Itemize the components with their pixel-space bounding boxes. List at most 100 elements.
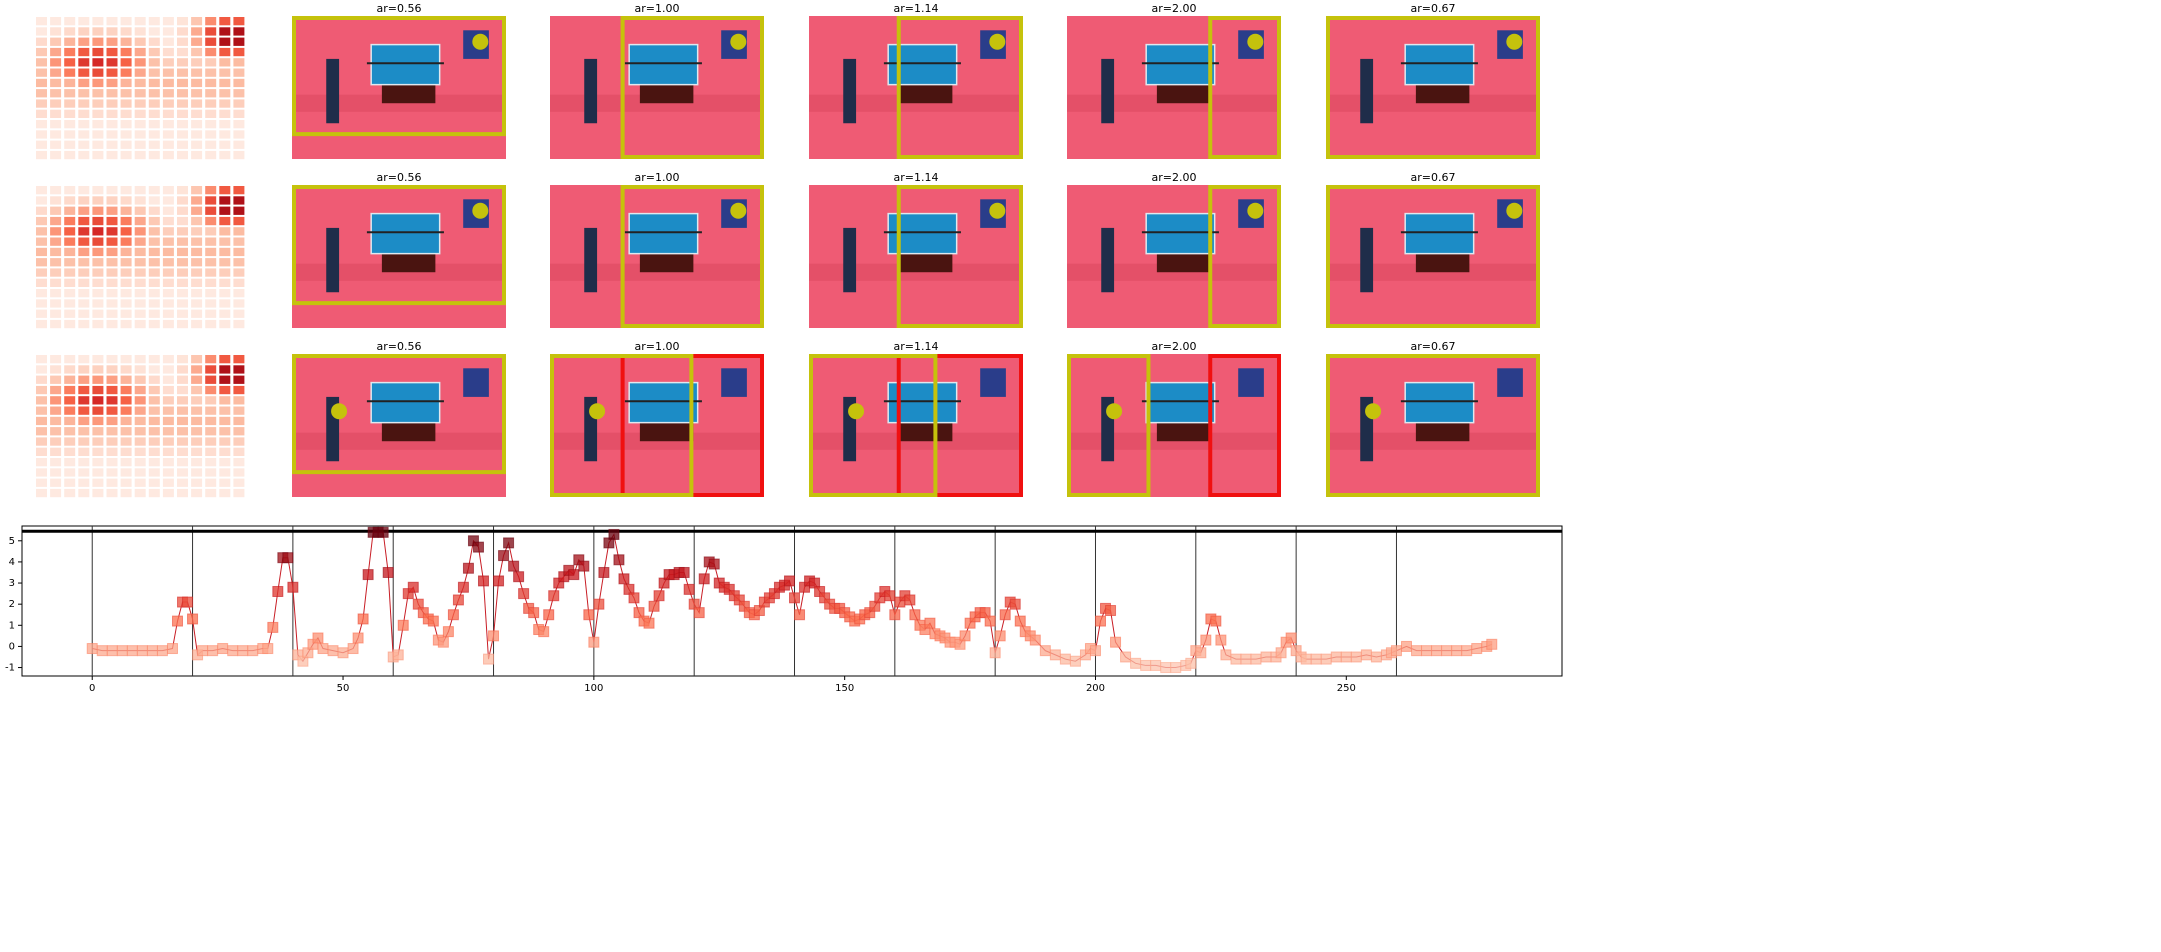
heat-cell [120, 120, 132, 129]
heat-cell [219, 488, 231, 498]
marker-dot [472, 202, 489, 219]
heat-cell [233, 17, 245, 26]
heat-cell [233, 140, 245, 149]
heat-cell [191, 447, 203, 456]
heat-cell [205, 289, 217, 298]
heat-cell [64, 196, 76, 205]
heat-cell [78, 355, 90, 364]
heat-cell [219, 206, 231, 215]
heat-cell [36, 99, 47, 108]
heat-cell [148, 47, 160, 57]
heat-cell [106, 47, 118, 57]
heat-cell [219, 196, 231, 205]
heat-cell [92, 437, 104, 446]
heat-cell [134, 37, 146, 46]
data-point [377, 526, 389, 538]
heat-cell [233, 78, 245, 88]
heat-cell [120, 427, 132, 436]
heat-cell [120, 309, 132, 318]
heat-cell [92, 68, 104, 77]
heat-cell [191, 437, 203, 446]
heat-cell [177, 17, 188, 26]
heat-cell [134, 140, 146, 149]
heat-cell [205, 355, 217, 364]
heat-cell [36, 488, 47, 498]
panel-title: ar=1.00 [635, 2, 680, 15]
heat-cell [50, 237, 62, 246]
data-point [237, 645, 249, 657]
photo-panel [550, 185, 764, 328]
heat-cell [191, 227, 203, 236]
heat-cell [177, 196, 188, 205]
heat-cell [92, 478, 104, 487]
heat-cell [205, 27, 217, 36]
heat-cell [120, 437, 132, 446]
heat-cell [233, 196, 245, 205]
data-point [488, 630, 500, 642]
data-point [282, 552, 294, 564]
heat-cell [64, 120, 76, 129]
heat-cell [162, 68, 174, 77]
data-point [126, 645, 138, 657]
heat-cell [162, 437, 174, 446]
heat-cell [120, 396, 132, 405]
heat-cell [106, 216, 118, 226]
heat-cell [36, 299, 47, 308]
heat-cell [191, 385, 203, 395]
heat-cell [106, 140, 118, 149]
heat-cell [120, 37, 132, 46]
heat-cell [36, 458, 47, 467]
heat-cell [50, 78, 62, 88]
heat-cell [78, 120, 90, 129]
heat-cell [233, 488, 245, 498]
heat-cell [205, 206, 217, 215]
heat-cell [106, 299, 118, 308]
heat-cell [50, 488, 62, 498]
crop-box [1326, 16, 1540, 159]
heat-cell [191, 247, 203, 257]
heat-cell [92, 406, 104, 415]
heat-cell [177, 488, 188, 498]
heat-cell [205, 385, 217, 395]
heat-cell [106, 319, 118, 329]
heat-cell [106, 355, 118, 364]
heat-cell [219, 258, 231, 267]
heat-cell [219, 17, 231, 26]
heat-cell [106, 309, 118, 318]
table-base [639, 421, 694, 442]
heat-cell [219, 68, 231, 77]
heat-cell [120, 227, 132, 236]
table-base [381, 83, 436, 104]
marker-dot [1365, 403, 1382, 420]
data-point [447, 609, 459, 621]
data-point [442, 626, 454, 638]
heat-cell [50, 478, 62, 487]
heat-cell [191, 488, 203, 498]
heat-cell [120, 140, 132, 149]
heat-cell [191, 289, 203, 298]
heat-cell [106, 58, 118, 67]
heat-cell [205, 120, 217, 129]
heat-cell [64, 355, 76, 364]
heat-cell [106, 488, 118, 498]
heat-cell [120, 447, 132, 456]
heat-cell [205, 365, 217, 374]
heat-cell [134, 396, 146, 405]
data-point [1039, 645, 1051, 657]
heat-cell [148, 196, 160, 205]
heat-cell [191, 130, 203, 139]
player [1101, 227, 1115, 293]
heat-cell [205, 447, 217, 456]
photo-panel [809, 185, 1023, 328]
heat-cell [50, 89, 62, 98]
heat-cell [134, 427, 146, 436]
y-tick-label: -1 [5, 663, 15, 674]
heat-cell [50, 58, 62, 67]
heat-cell [177, 406, 188, 415]
heat-cell [219, 186, 231, 195]
heat-cell [205, 237, 217, 246]
heat-cell [78, 309, 90, 318]
heat-cell [162, 237, 174, 246]
heat-cell [64, 109, 76, 118]
heat-cell [50, 227, 62, 236]
